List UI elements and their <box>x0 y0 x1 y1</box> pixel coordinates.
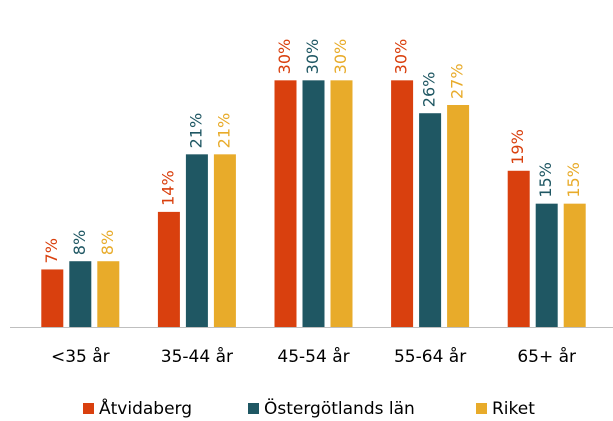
x-tick-label: <35 år <box>51 346 110 367</box>
bar <box>41 269 64 327</box>
bar <box>274 80 297 327</box>
data-label: 21% <box>186 113 205 149</box>
x-tick-label: 55-64 år <box>394 346 466 367</box>
data-label: 27% <box>448 63 467 99</box>
data-label: 15% <box>564 162 583 198</box>
data-label: 19% <box>508 129 527 165</box>
data-label: 21% <box>214 113 233 149</box>
data-label: 7% <box>42 238 61 263</box>
legend-marker <box>248 403 259 414</box>
data-label: 14% <box>158 170 177 206</box>
data-label: 26% <box>420 72 439 108</box>
x-tick-label: 45-54 år <box>277 346 349 367</box>
data-label: 8% <box>70 230 89 255</box>
bar <box>302 80 325 327</box>
data-label: 30% <box>275 39 294 75</box>
bar <box>563 203 586 327</box>
bar <box>447 105 470 327</box>
data-label: 15% <box>536 162 555 198</box>
x-tick-label: 35-44 år <box>161 346 233 367</box>
data-label: 30% <box>303 39 322 75</box>
data-label: 30% <box>392 39 411 75</box>
bar <box>69 261 92 327</box>
legend-label: Åtvidaberg <box>99 397 192 419</box>
legend-label: Riket <box>492 399 535 419</box>
data-label: 30% <box>331 39 350 75</box>
legend-label: Östergötlands län <box>264 397 415 419</box>
bar <box>391 80 414 327</box>
data-label: 8% <box>98 230 117 255</box>
bar <box>419 113 442 327</box>
bar <box>157 211 180 327</box>
bar <box>507 170 530 327</box>
bar <box>330 80 353 327</box>
legend-marker <box>83 403 94 414</box>
x-tick-label: 65+ år <box>517 346 576 367</box>
bar <box>185 154 208 327</box>
bar <box>535 203 558 327</box>
bar <box>213 154 236 327</box>
legend-marker <box>476 403 487 414</box>
bar <box>97 261 120 327</box>
